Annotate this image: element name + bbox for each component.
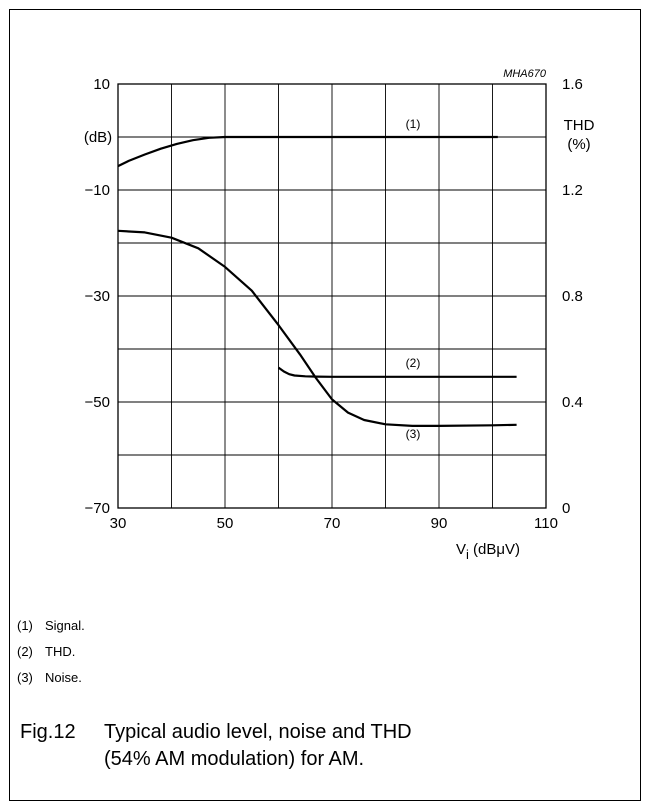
- figure-frame: [9, 9, 641, 801]
- x-tick-label: 70: [324, 515, 341, 532]
- chart: 30 50 70 90 110 10 −10 −30 −50 −70 1.6 1.2 0.8 0.4 0 (d…: [84, 68, 595, 562]
- y-left-tick-label: −30: [85, 288, 110, 305]
- x-tick-label: 50: [217, 515, 234, 532]
- y-right-axis-unit: (%): [567, 136, 590, 153]
- series-line: [277, 366, 517, 378]
- series-line: [117, 135, 498, 168]
- note-item: (3) Noise.: [17, 665, 85, 691]
- series-label: (1): [406, 117, 421, 131]
- note-number: (1): [17, 618, 33, 633]
- note-number: (3): [17, 670, 33, 685]
- y-right-tick-label: 0.8: [562, 288, 583, 305]
- caption-line-1: Typical audio level, noise and THD: [104, 721, 412, 743]
- note-text: Noise.: [45, 670, 82, 685]
- series-label: (3): [406, 427, 421, 441]
- note-item: (2) THD.: [17, 639, 85, 665]
- series-label: (2): [406, 356, 421, 370]
- x-tick-label: 110: [534, 515, 558, 532]
- y-left-tick-label: 10: [93, 76, 110, 93]
- x-tick-label: 90: [431, 515, 448, 532]
- note-text: Signal.: [45, 618, 85, 633]
- y-right-tick-label: 1.2: [562, 182, 583, 199]
- figure-code: MHA670: [503, 68, 547, 80]
- x-tick-label: 30: [110, 515, 127, 532]
- caption-line-2: (54% AM modulation) for AM.: [104, 748, 365, 770]
- y-right-tick-label: 0: [562, 500, 570, 517]
- note-item: (1) Signal.: [17, 613, 85, 639]
- y-right-axis-label: THD: [564, 117, 595, 134]
- figure-caption: Fig.12 Typical audio level, noise and TH…: [20, 719, 412, 773]
- y-right-tick-label: 0.4: [562, 394, 583, 411]
- note-number: (2): [17, 644, 33, 659]
- plot-area-border: [117, 83, 547, 509]
- figure-number: Fig.12: [20, 721, 76, 743]
- y-right-tick-label: 1.6: [562, 76, 583, 93]
- note-text: THD.: [45, 644, 76, 659]
- series-line: [117, 229, 517, 427]
- y-left-tick-label: −10: [85, 182, 110, 199]
- y-left-tick-label: −50: [85, 394, 110, 411]
- y-left-axis-label: (dB): [84, 129, 112, 146]
- y-left-tick-label: −70: [85, 500, 110, 517]
- x-axis-label: Vi (dBμV): [456, 541, 520, 562]
- notes-list: (1) Signal. (2) THD. (3) Noise.: [17, 613, 85, 691]
